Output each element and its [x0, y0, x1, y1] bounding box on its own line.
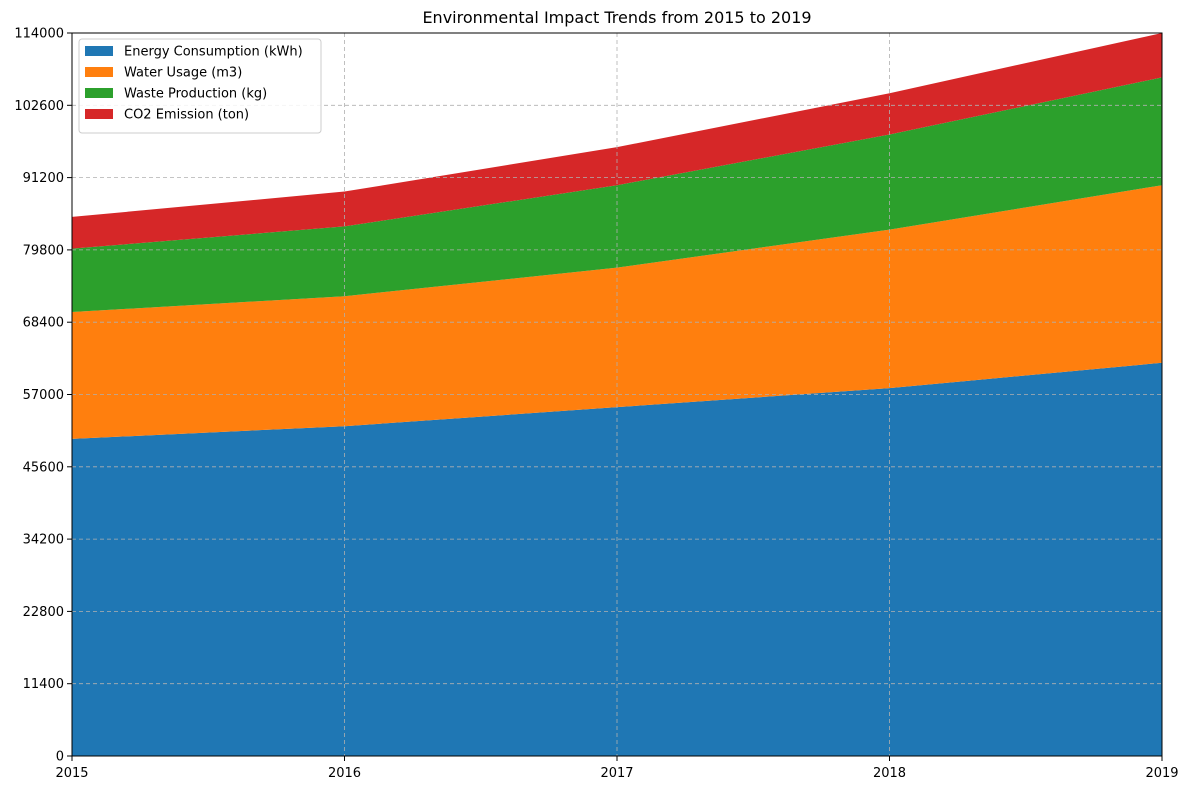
legend: Energy Consumption (kWh) Water Usage (m3)…: [78, 38, 322, 134]
y-tick-label: 34200: [23, 533, 64, 548]
y-tick-label: 91200: [23, 171, 64, 186]
y-tick-label: 79800: [23, 243, 64, 258]
legend-label: Waste Production (kg): [124, 87, 267, 102]
x-tick-label: 2015: [55, 766, 88, 781]
legend-swatch-3: [85, 109, 113, 119]
legend-swatch-1: [85, 67, 113, 77]
area-series-1: [72, 185, 1162, 439]
y-tick-label: 11400: [23, 677, 64, 692]
legend-swatch-2: [85, 88, 113, 98]
legend-label: CO2 Emission (ton): [124, 108, 249, 123]
chart-title: Environmental Impact Trends from 2015 to…: [422, 8, 811, 27]
legend-label: Water Usage (m3): [124, 66, 242, 81]
x-tick-label: 2017: [600, 766, 633, 781]
x-tick-label: 2019: [1145, 766, 1178, 781]
y-tick-label: 0: [56, 750, 64, 765]
legend-label: Energy Consumption (kWh): [124, 45, 303, 60]
y-tick-label: 68400: [23, 316, 64, 331]
y-tick-label: 57000: [23, 388, 64, 403]
legend-box: [78, 38, 322, 134]
y-tick-label: 114000: [14, 27, 64, 42]
legend-swatch-0: [85, 46, 113, 56]
y-tick-label: 45600: [23, 460, 64, 475]
y-tick-label: 22800: [23, 605, 64, 620]
x-tick-label: 2018: [873, 766, 906, 781]
ticks-layer: 2015 2016 2017 2018 2019 0 11400 22800 34200 4560…: [14, 27, 1178, 782]
y-tick-label: 102600: [14, 99, 64, 114]
x-tick-label: 2016: [328, 766, 361, 781]
